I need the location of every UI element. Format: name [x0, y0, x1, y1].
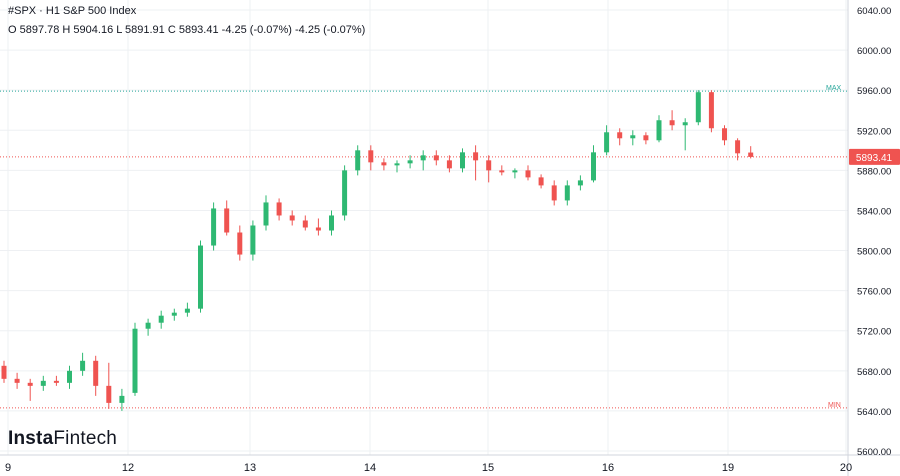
y-tick-label: 5960.00	[857, 86, 891, 97]
candle-down	[538, 177, 544, 186]
y-tick-label: 5680.00	[857, 367, 891, 378]
candle-down	[525, 170, 531, 178]
candle-up	[119, 395, 125, 403]
candle-down	[735, 140, 741, 154]
candle-up	[695, 92, 701, 123]
y-tick-label: 5800.00	[857, 247, 891, 258]
candle-up	[577, 180, 583, 186]
candle-down	[106, 385, 112, 403]
candle-down	[276, 202, 282, 216]
candle-down	[302, 220, 308, 228]
candle-down	[748, 152, 754, 157]
candle-up	[250, 225, 256, 255]
candle-up	[184, 308, 190, 313]
candle-up	[420, 155, 426, 161]
x-tick-label: 15	[482, 462, 494, 474]
candle-up	[145, 322, 151, 329]
x-tick-label: 20	[840, 462, 852, 474]
y-tick-label: 5640.00	[857, 407, 891, 418]
candle-down	[617, 132, 623, 139]
y-tick-label: 6040.00	[857, 6, 891, 17]
candle-up	[158, 315, 164, 323]
candle-up	[329, 215, 334, 231]
candle-down	[669, 120, 675, 126]
candle-down	[27, 382, 33, 386]
candle-down	[643, 135, 649, 141]
candle-down	[551, 185, 557, 201]
ohlc-readout: O 5897.78 H 5904.16 L 5891.91 C 5893.41 …	[8, 24, 366, 36]
candle-down	[708, 92, 714, 129]
candle-up	[171, 312, 177, 316]
min-label: MIN	[828, 402, 841, 409]
x-tick-label: 19	[722, 462, 734, 474]
candle-up	[604, 132, 610, 153]
candle-down	[433, 155, 439, 161]
max-label: MAX	[826, 85, 842, 92]
y-tick-label: 5880.00	[857, 166, 891, 177]
candle-down	[224, 208, 230, 233]
candle-down	[722, 128, 727, 141]
candle-down	[486, 160, 492, 171]
candle-up	[407, 160, 413, 164]
candle-up	[80, 360, 86, 371]
y-tick-label: 6000.00	[857, 46, 891, 57]
candle-up	[564, 185, 570, 201]
brand-name-bold: Insta	[8, 428, 54, 449]
candle-down	[446, 160, 452, 169]
x-tick-label: 16	[602, 462, 614, 474]
candle-down	[473, 152, 479, 161]
candle-up	[342, 170, 348, 216]
y-tick-label: 5760.00	[857, 287, 891, 298]
x-tick-label: 14	[364, 462, 376, 474]
candle-down	[93, 360, 99, 386]
candle-up	[132, 328, 138, 393]
brand-name-light: Fintech	[53, 428, 118, 449]
candle-down	[1, 365, 7, 379]
candle-down	[14, 378, 20, 383]
y-tick-label: 5600.00	[857, 447, 891, 458]
x-tick-label: 13	[244, 462, 256, 474]
candle-up	[40, 380, 46, 386]
candle-down	[237, 232, 243, 255]
x-tick-label: 12	[122, 462, 134, 474]
chart-symbol-title: #SPX · H1 S&P 500 Index	[8, 5, 137, 17]
candle-up	[211, 208, 217, 246]
candle-up	[630, 135, 636, 139]
candle-up	[355, 150, 361, 171]
candle-down	[499, 170, 505, 173]
candle-down	[381, 162, 387, 166]
brand-logo: InstaFintech	[8, 428, 117, 450]
candle-up	[198, 245, 203, 309]
current-price-tag	[849, 148, 900, 165]
candle-up	[263, 202, 269, 226]
candle-down	[289, 215, 295, 221]
candle-up	[591, 152, 596, 181]
y-tick-label: 5720.00	[857, 327, 891, 338]
candle-up	[460, 152, 465, 169]
x-tick-label: 9	[5, 462, 11, 474]
candle-up	[512, 170, 518, 173]
y-tick-label: 5840.00	[857, 206, 891, 217]
candle-up	[656, 120, 662, 141]
candle-down	[53, 380, 59, 383]
candle-down	[315, 227, 321, 231]
current-price-label: 5893.41	[856, 153, 893, 164]
candle-down	[368, 150, 374, 163]
candle-up	[67, 370, 72, 383]
candle-up	[682, 122, 688, 126]
y-tick-label: 5920.00	[857, 126, 891, 137]
candle-up	[394, 163, 400, 166]
